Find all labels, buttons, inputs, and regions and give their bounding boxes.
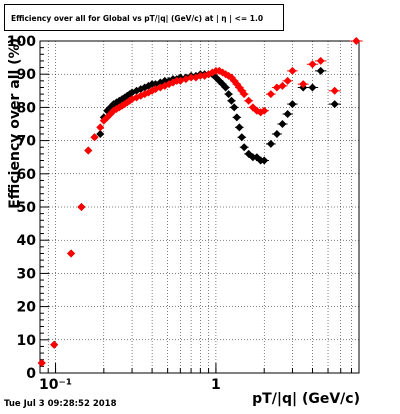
y-tick-label: 80 [17,100,37,116]
timestamp: Tue Jul 3 09:28:52 2018 [4,399,117,409]
data-point [50,340,59,349]
data-point [67,249,76,258]
data-point [244,96,254,105]
data-point [297,80,309,89]
data-point [77,203,86,211]
data-point [306,60,319,69]
data-point [235,123,244,132]
diamond-marker [37,359,46,368]
diamond-marker [316,56,325,65]
diamond-marker [266,139,275,148]
data-points [37,37,363,368]
diamond-marker [240,143,249,152]
diamond-marker [84,146,93,155]
y-tick-label: 90 [17,67,37,83]
data-point [239,143,249,152]
diamond-marker [232,113,241,122]
data-point [224,90,233,99]
y-tick-label: 50 [17,200,37,216]
diamond-marker [278,120,287,128]
diamond-marker [224,90,233,99]
data-point [259,106,269,115]
diamond-marker [77,203,86,211]
diamond-marker [244,96,253,105]
diamond-marker [221,83,230,92]
y-axis-label: Efficiency over all (%) [7,38,23,209]
diamond-marker [230,103,239,112]
data-point [37,359,46,368]
data-point [287,100,298,109]
diamond-marker [96,129,105,138]
diamond-marker [288,100,297,109]
diamond-marker [187,73,196,82]
data-point [96,123,105,132]
diamond-marker [240,90,249,99]
data-point [259,156,269,165]
diamond-marker [299,80,308,89]
diamond-marker [196,71,205,80]
data-point [328,86,341,95]
data-point [328,100,341,109]
x-axis-label: pT/|q| (GeV/c) [252,391,360,407]
data-point [271,129,282,138]
diamond-marker [283,76,292,85]
diamond-marker [96,123,105,132]
data-point [282,76,293,85]
chart-title: Efficiency over all for Global vs pT/|q|… [11,14,264,23]
diamond-marker [316,66,325,75]
data-point [349,37,363,45]
diamond-marker [90,133,99,142]
diamond-marker [227,96,236,105]
data-point [314,66,327,75]
data-point [306,83,319,92]
data-point [239,90,249,99]
diamond-marker [266,90,275,99]
chart-title-box: Efficiency over all for Global vs pT/|q|… [4,4,284,31]
data-point [265,90,276,99]
data-point [90,133,99,142]
diamond-marker [308,60,317,69]
data-point [229,103,239,112]
diamond-marker [272,129,281,138]
diamond-marker [235,123,244,132]
diamond-marker [330,86,339,95]
data-point [96,129,105,138]
data-point [237,133,247,142]
diamond-marker [283,110,292,119]
data-point [84,146,93,155]
y-tick-label: 70 [17,134,37,150]
data-point [314,56,327,65]
diamond-marker [237,133,246,142]
diamond-marker [278,81,287,90]
data-point [227,96,236,105]
data-point [287,66,298,75]
y-tick-label: 10 [17,333,37,349]
diamond-marker [67,249,76,258]
data-point [221,83,230,92]
y-tick-label: 40 [17,233,37,249]
data-point [277,120,288,128]
diamond-marker [50,340,59,349]
y-tick-label: 100 [7,34,36,50]
diamond-marker [260,156,269,165]
x-tick-label: 1 [211,377,221,393]
data-point [265,139,276,148]
diamond-marker [352,37,361,45]
data-point [277,81,288,90]
y-tick-label: 60 [17,167,37,183]
x-tick-label: 10⁻¹ [39,377,72,393]
y-tick-label: 0 [26,366,36,382]
diamond-marker [308,83,317,92]
y-tick-label: 20 [17,300,37,316]
diamond-marker [330,100,339,109]
diamond-marker [288,66,297,75]
diamond-marker [260,106,269,115]
data-point [232,113,242,122]
data-point [282,110,293,119]
y-tick-label: 30 [17,266,37,282]
